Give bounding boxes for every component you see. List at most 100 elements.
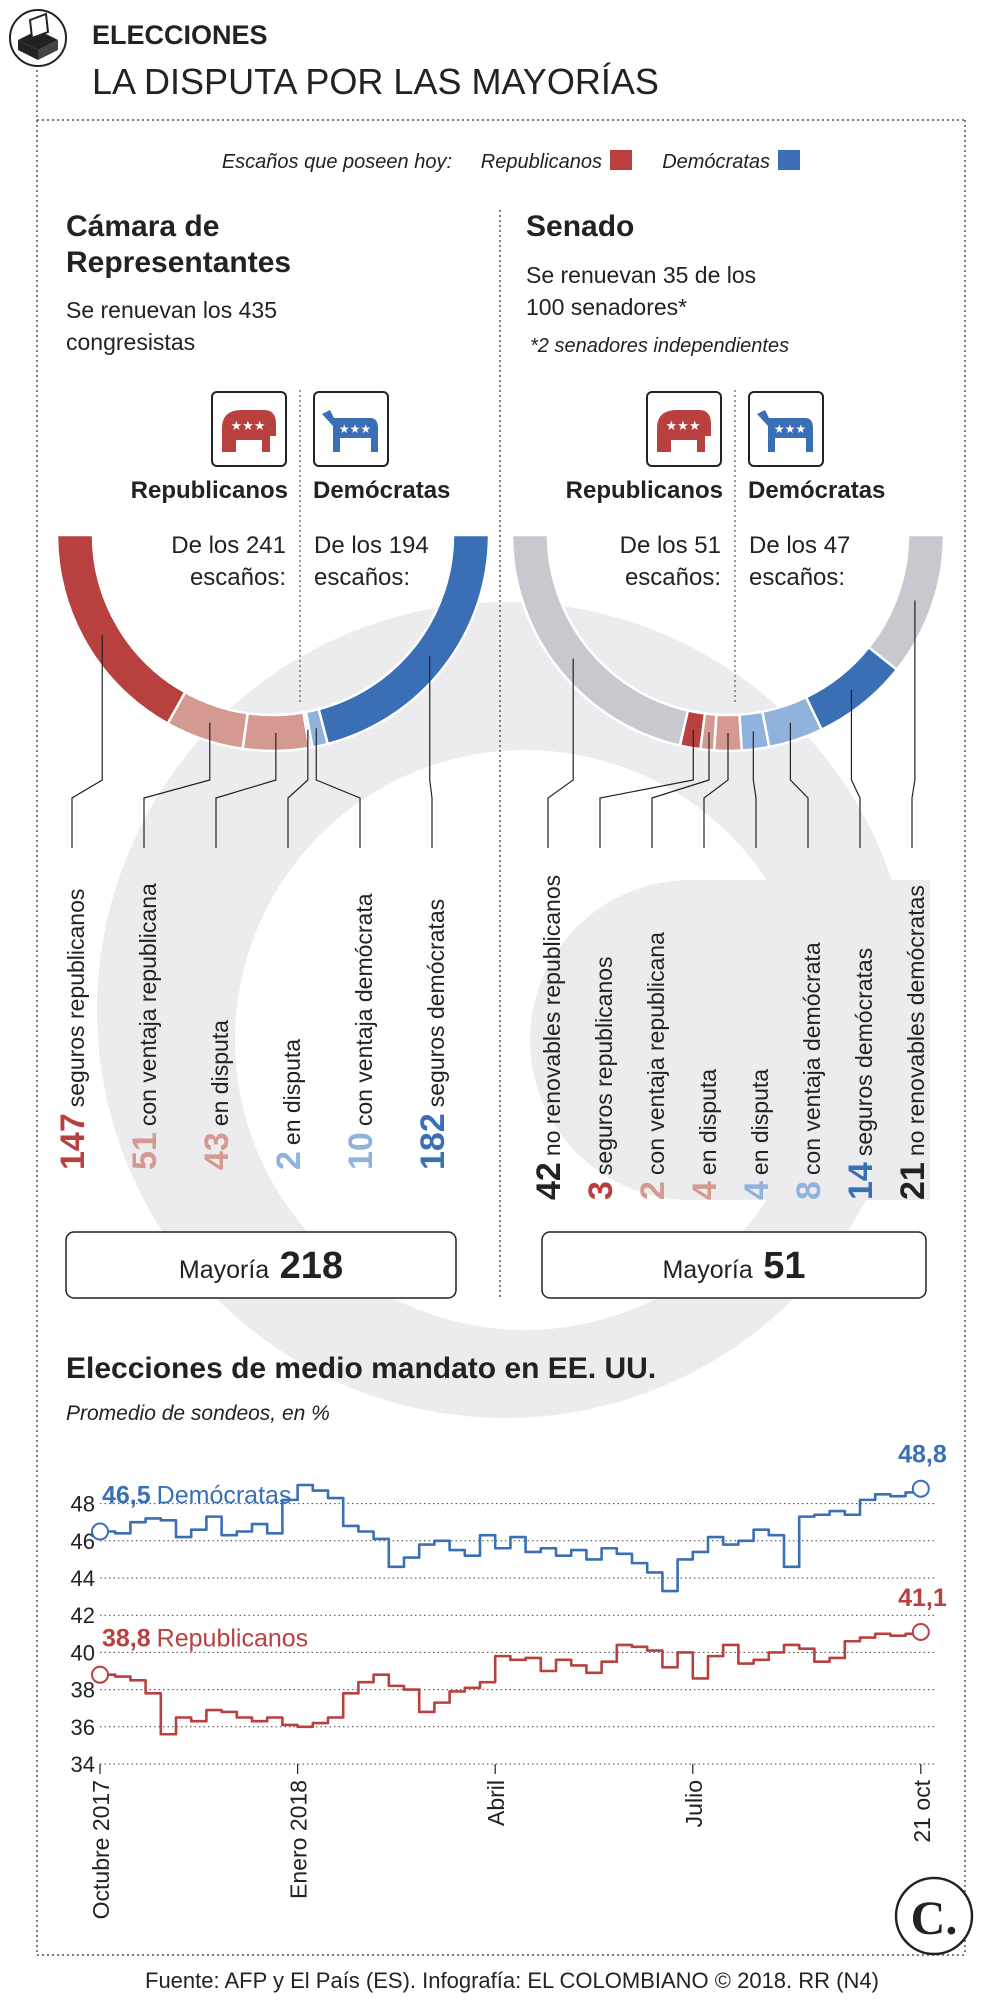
senate-value-4: 4 bbox=[738, 1181, 776, 1200]
senate-leader-1 bbox=[599, 729, 694, 848]
series-start-marker-rep bbox=[91, 1665, 109, 1684]
senate-label-4: 4 en disputa bbox=[738, 1069, 776, 1200]
house-majority-label: Mayoría bbox=[179, 1256, 269, 1284]
y-tick-label-5: 44 bbox=[71, 1566, 95, 1591]
house-majority-value: 218 bbox=[280, 1245, 343, 1287]
header-kicker: ELECCIONES bbox=[92, 20, 268, 50]
y-tick-label-6: 46 bbox=[71, 1529, 95, 1554]
svg-text:★★★: ★★★ bbox=[774, 422, 806, 436]
footer-logo-text: C. bbox=[911, 1892, 958, 1945]
house-segment-1 bbox=[166, 690, 250, 751]
series-name-rep: Republicanos bbox=[157, 1625, 309, 1653]
series-end-label-dem: 48,8 bbox=[898, 1441, 947, 1469]
legend-rep-swatch bbox=[610, 150, 632, 170]
senate-label-2: 2 con ventaja republicana bbox=[634, 932, 672, 1200]
poll-line-chart: 34 36 38 40 42 44 46 48 Octubre 2017 Enero 2018 Ab… bbox=[71, 1441, 947, 1920]
svg-text:Mayoría 51: Mayoría 51 bbox=[662, 1245, 805, 1287]
house-dem-of-line2: escaños: bbox=[314, 564, 410, 591]
senate-label-6: 14 seguros demócratas bbox=[842, 948, 880, 1200]
house-category-2: en disputa bbox=[207, 1020, 233, 1126]
senate-rep-of-line2: escaños: bbox=[625, 564, 721, 591]
page-title: LA DISPUTA POR LAS MAYORÍAS bbox=[92, 61, 659, 102]
y-tick-label-2: 38 bbox=[71, 1678, 95, 1703]
senate-leader-4 bbox=[752, 731, 757, 848]
house-label-0: 147 seguros republicanos bbox=[54, 889, 92, 1170]
series-start-value-rep: 38,8 bbox=[102, 1625, 151, 1653]
senate-leader-6 bbox=[850, 689, 861, 848]
series-line-dem bbox=[100, 1483, 923, 1593]
senate-category-5: con ventaja demócrata bbox=[799, 942, 825, 1175]
ballot-box-icon bbox=[9, 9, 67, 67]
house-seat-arc: 147 seguros republicanos 51 con ventaja rep… bbox=[54, 533, 491, 1170]
senate-category-7: no renovables demócratas bbox=[903, 885, 929, 1156]
house-value-4: 10 bbox=[342, 1132, 380, 1170]
senate-category-4: en disputa bbox=[747, 1069, 773, 1175]
senate-seat-arc: 42no renovables republicanos 3seguros rep… bbox=[510, 533, 946, 1200]
x-tick-label-1: Enero 2018 bbox=[286, 1780, 312, 1899]
series-end-marker-rep bbox=[911, 1622, 930, 1641]
poll-chart-title: Elecciones de medio mandato en EE. UU. bbox=[66, 1352, 656, 1385]
house-leader-1 bbox=[143, 722, 211, 848]
svg-text:★★★: ★★★ bbox=[339, 422, 371, 436]
republican-elephant-icon: ★★★ bbox=[646, 391, 722, 467]
house-rep-of-line1: De los 241 bbox=[171, 532, 286, 559]
senate-subtitle-line2: 100 senadores* bbox=[526, 294, 687, 320]
house-label-4: 10 con ventaja demócrata bbox=[342, 893, 380, 1170]
senate-label-3: 4 en disputa bbox=[686, 1069, 724, 1200]
senate-label-1: 3 seguros republicanos bbox=[582, 956, 620, 1200]
senate-leader-2 bbox=[651, 732, 710, 848]
senate-subtitle-line1: Se renuevan 35 de los bbox=[526, 262, 756, 288]
senate-rep-label: Republicanos bbox=[566, 477, 723, 504]
republican-elephant-icon: ★★★ bbox=[211, 391, 287, 467]
y-tick-label-3: 40 bbox=[71, 1640, 95, 1665]
poll-chart-subtitle: Promedio de sondeos, en % bbox=[66, 1402, 330, 1425]
series-line-rep bbox=[100, 1631, 923, 1736]
svg-text:Mayoría 218: Mayoría 218 bbox=[179, 1245, 343, 1287]
senate-label-5: 8 con ventaja demócrata bbox=[790, 942, 828, 1200]
senate-header: Senado Se renuevan 35 de los 100 senador… bbox=[526, 210, 789, 357]
senate-segment-7 bbox=[866, 533, 946, 672]
x-tick-label-4: 21 oct bbox=[909, 1779, 935, 1842]
series-end-label-rep: 41,1 bbox=[898, 1584, 947, 1612]
house-dem-label: Demócratas bbox=[313, 477, 450, 504]
el-colombiano-logo: C. bbox=[894, 1876, 974, 1956]
house-segment-5 bbox=[317, 533, 491, 746]
senate-value-7: 21 bbox=[894, 1162, 932, 1200]
house-subtitle-line1: Se renuevan los 435 bbox=[66, 297, 277, 323]
house-value-5: 182 bbox=[414, 1113, 452, 1170]
y-tick-label-1: 36 bbox=[71, 1715, 95, 1740]
series-start-label-rep: 38,8 Republicanos bbox=[102, 1625, 308, 1653]
senate-value-3: 4 bbox=[686, 1181, 724, 1200]
senate-dem-of-line1: De los 47 bbox=[749, 532, 850, 559]
senate-leader-3 bbox=[703, 733, 729, 848]
x-tick-label-0: Octubre 2017 bbox=[88, 1780, 114, 1919]
house-category-1: con ventaja republicana bbox=[135, 883, 161, 1126]
senate-majority-label: Mayoría bbox=[662, 1256, 752, 1284]
senate-value-5: 8 bbox=[790, 1181, 828, 1200]
house-title-line1: Cámara de bbox=[66, 210, 219, 243]
series-start-label-dem: 46,5 Demócratas bbox=[102, 1482, 291, 1510]
svg-text:★★★: ★★★ bbox=[231, 418, 266, 433]
house-value-3: 2 bbox=[270, 1151, 308, 1170]
svg-text:★★★: ★★★ bbox=[666, 418, 701, 433]
house-label-5: 182 seguros demócratas bbox=[414, 899, 452, 1170]
header: ELECCIONES LA DISPUTA POR LAS MAYORÍAS bbox=[9, 9, 659, 102]
senate-note: *2 senadores independientes bbox=[530, 335, 789, 357]
x-tick-label-2: Abril bbox=[483, 1780, 509, 1826]
senate-label-0: 42 no renovables republicanos bbox=[530, 875, 568, 1200]
senate-category-6: seguros demócratas bbox=[851, 948, 877, 1156]
senate-category-2: con ventaja republicana bbox=[643, 932, 669, 1175]
legend-rep-label: Republicanos bbox=[481, 151, 602, 173]
house-label-2: 43 en disputa bbox=[198, 1020, 236, 1170]
house-majority-box: Mayoría 218 bbox=[65, 1231, 457, 1299]
watermark-logo bbox=[97, 602, 930, 1418]
series-start-marker-dem bbox=[91, 1522, 109, 1541]
seats-legend: Escaños que poseen hoy: Republicanos Dem… bbox=[222, 150, 800, 173]
series-start-value-dem: 46,5 bbox=[102, 1482, 151, 1510]
senate-leader-0 bbox=[547, 658, 574, 848]
house-value-1: 51 bbox=[126, 1132, 164, 1170]
legend-intro: Escaños que poseen hoy: bbox=[222, 151, 452, 173]
senate-value-6: 14 bbox=[842, 1162, 880, 1200]
senate-category-3: en disputa bbox=[695, 1069, 721, 1175]
